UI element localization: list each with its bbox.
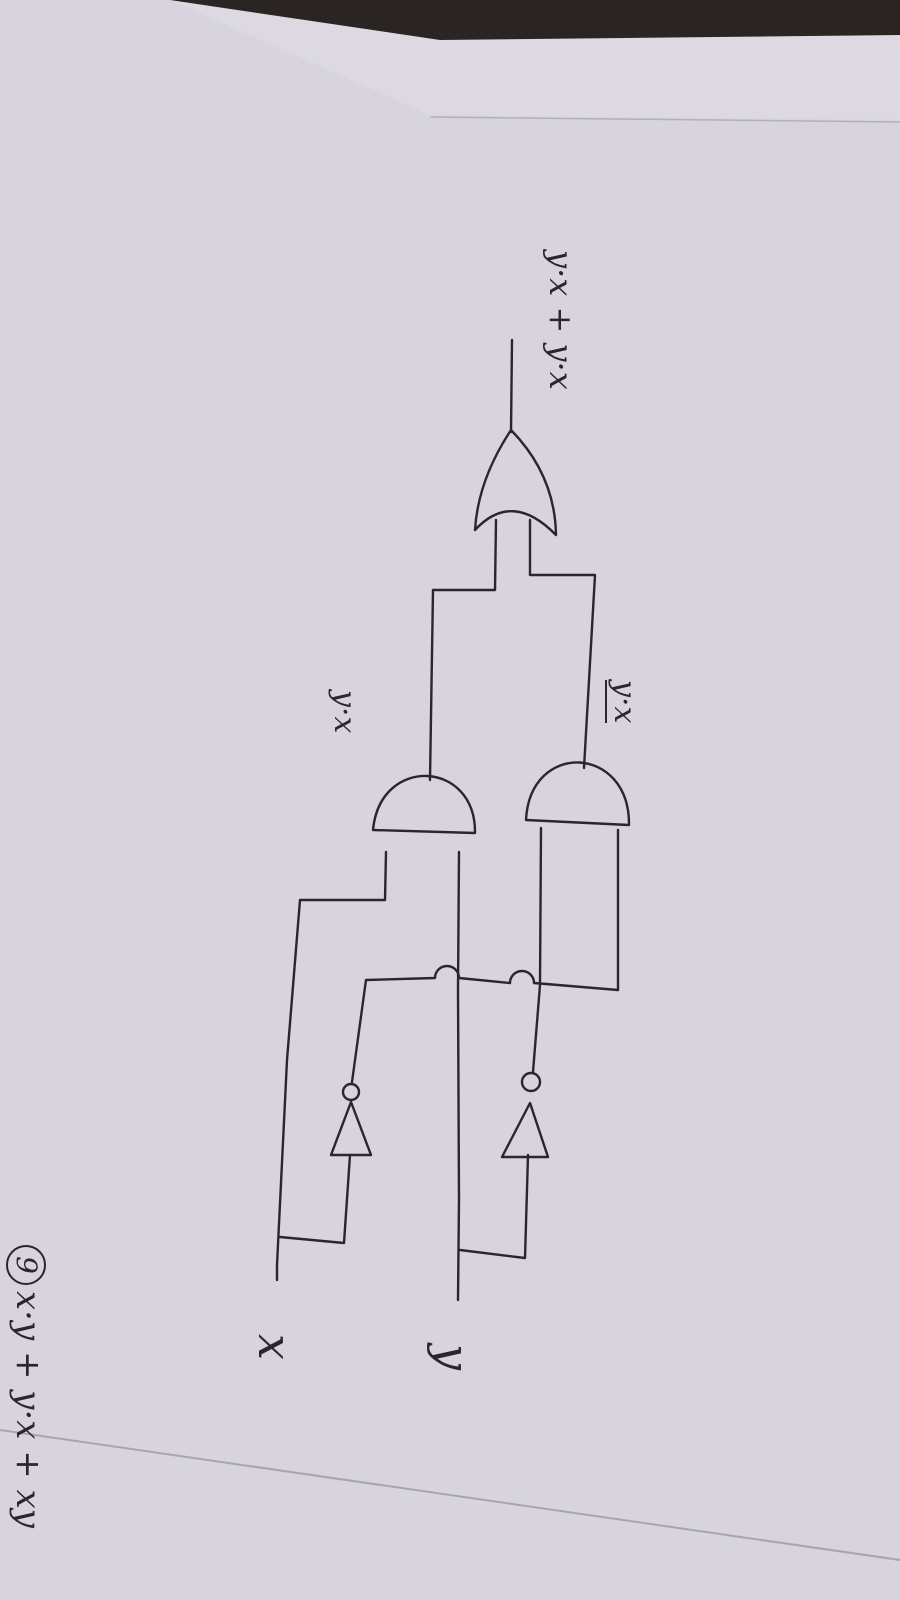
problem-number: 9 — [6, 1245, 46, 1285]
wire-y-to-not-bottom — [458, 1153, 530, 1260]
circuit — [275, 338, 620, 1302]
output-label: y·x + y·x — [542, 250, 580, 390]
expression-text: x·y + y·x + xy — [8, 1291, 48, 1528]
input-label-x: x — [247, 1334, 302, 1360]
wire-x-to-not-top — [278, 1153, 352, 1245]
or-gate — [473, 428, 558, 537]
input-label-y: y — [426, 1344, 480, 1370]
wire-not-y-to-and-bottom — [531, 826, 543, 1074]
and-gate-top — [371, 774, 477, 835]
wire-not-x-to-and-bottom — [350, 828, 620, 1084]
paper-fold-line — [429, 116, 900, 123]
not-gate-y — [500, 1071, 550, 1159]
and-gate-bottom — [524, 761, 631, 827]
and-top-label: y·x — [327, 690, 362, 734]
not-gate-x — [329, 1082, 373, 1157]
wire-and-top-to-or — [428, 518, 498, 782]
wire-and-bottom-to-or — [528, 518, 597, 770]
wire-output — [509, 338, 514, 434]
wire-y-to-and-top — [456, 850, 461, 1302]
and-bottom-label: y·x — [605, 680, 642, 724]
paper-edge-line — [0, 1429, 900, 1561]
dark-corner — [170, 0, 900, 40]
wire-x-to-and-top — [275, 850, 388, 1282]
problem-expression: 9 x·y + y·x + xy — [6, 1245, 48, 1528]
